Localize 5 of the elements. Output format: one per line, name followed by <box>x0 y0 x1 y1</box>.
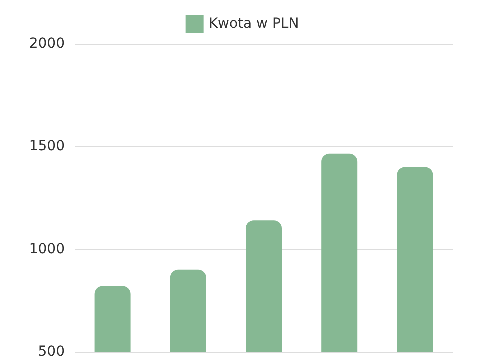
y-tick-label: 500 <box>38 344 65 360</box>
legend-label: Kwota w PLN <box>208 16 300 32</box>
y-tick-label: 1000 <box>29 241 65 258</box>
y-tick-label: 2000 <box>29 36 65 52</box>
y-tick-label: 1500 <box>29 138 65 155</box>
